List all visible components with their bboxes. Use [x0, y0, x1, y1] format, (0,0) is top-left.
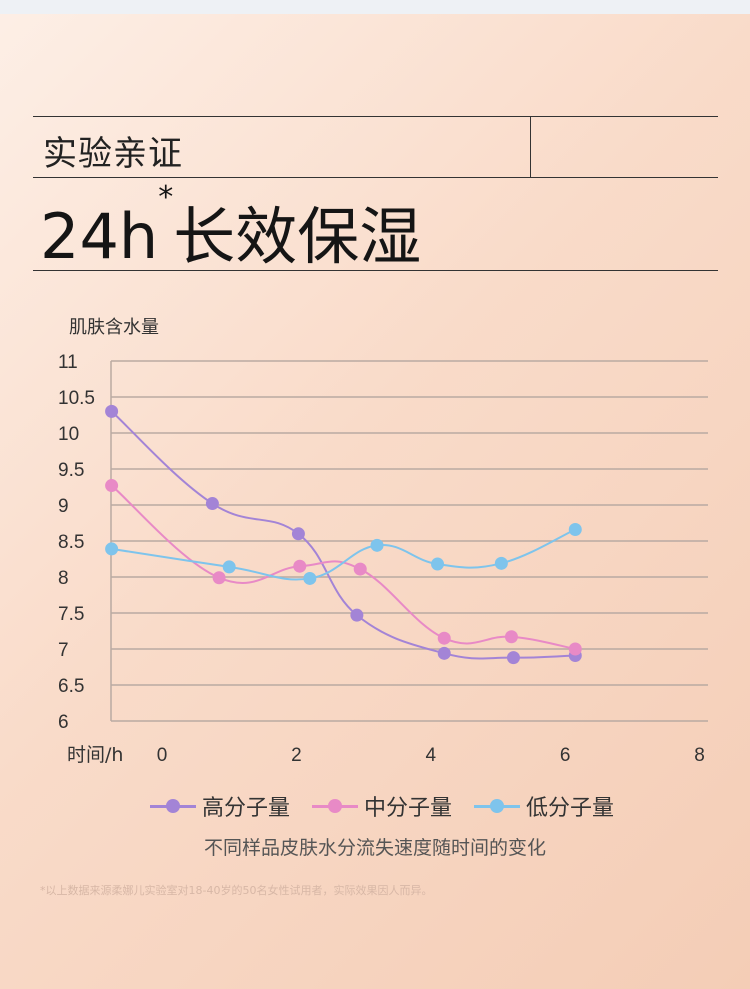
x-axis-title: 时间/h [67, 744, 123, 766]
data-point-series-2 [212, 571, 226, 585]
data-point-series-1 [350, 608, 364, 622]
top-strip [0, 0, 750, 14]
legend-label: 高分子量 [202, 796, 291, 821]
y-tick-label: 8 [58, 568, 69, 589]
series-line-1 [110, 410, 576, 660]
y-tick-label: 11 [58, 352, 78, 373]
data-point-series-1 [205, 497, 219, 511]
data-point-series-3 [370, 538, 384, 552]
legend-label: 低分子量 [526, 796, 615, 821]
y-tick-label: 7 [58, 640, 69, 661]
data-point-series-1 [437, 646, 451, 660]
legend-item-3: 低分子量 [474, 790, 614, 822]
y-tick-label: 8.5 [58, 532, 84, 553]
y-tick-label: 10.5 [58, 388, 95, 409]
data-point-series-2 [105, 479, 119, 493]
headline: 24h*长效保湿 [40, 180, 422, 276]
data-point-series-2 [293, 559, 307, 573]
x-tick-label: 6 [560, 745, 571, 766]
legend-item-2: 中分子量 [312, 790, 452, 822]
x-tick-label: 8 [694, 745, 705, 766]
x-tick-label: 2 [291, 745, 302, 766]
x-tick-label: 0 [157, 745, 168, 766]
data-point-series-3 [222, 560, 236, 574]
legend-label: 中分子量 [364, 796, 453, 821]
data-point-series-2 [437, 631, 451, 645]
chart-caption: 不同样品皮肤水分流失速度随时间的变化 [203, 837, 546, 859]
legend-swatch [150, 798, 196, 814]
y-tick-label: 10 [58, 424, 79, 445]
data-point-series-3 [568, 522, 582, 536]
data-point-series-1 [506, 651, 520, 665]
headline-text: 长效保湿 [173, 200, 422, 273]
data-point-series-2 [353, 562, 367, 576]
data-point-series-1 [291, 527, 305, 541]
bottom-rule [33, 270, 718, 271]
y-tick-label: 7.5 [58, 604, 84, 625]
section-subtitle: 实验亲证 [43, 134, 183, 174]
y-tick-label: 6 [58, 712, 69, 733]
chart-legend: 高分子量 中分子量 低分子量 [150, 790, 614, 822]
data-point-series-3 [494, 556, 508, 570]
legend-item-1: 高分子量 [150, 790, 290, 822]
headline-mark: * [158, 180, 174, 215]
top-rule [33, 116, 718, 117]
data-point-series-3 [431, 557, 445, 571]
middle-rule [33, 177, 718, 178]
header-divider [530, 117, 531, 177]
legend-swatch [474, 798, 521, 814]
x-tick-label: 4 [426, 745, 437, 766]
y-tick-label: 9.5 [58, 460, 84, 481]
headline-number: 24h [40, 200, 159, 273]
footnote: *以上数据来源柔娜儿实验室对18-40岁的50名女性试用者，实际效果因人而异。 [40, 884, 433, 897]
data-point-series-3 [105, 542, 119, 556]
data-point-series-2 [568, 642, 582, 656]
legend-swatch [312, 798, 359, 814]
data-point-series-1 [105, 404, 119, 418]
y-tick-label: 9 [58, 496, 69, 517]
y-axis-title: 肌肤含水量 [69, 317, 159, 338]
data-point-series-2 [504, 630, 518, 644]
data-point-series-3 [303, 571, 317, 585]
series-line-3 [111, 528, 576, 581]
y-tick-label: 6.5 [58, 676, 84, 697]
